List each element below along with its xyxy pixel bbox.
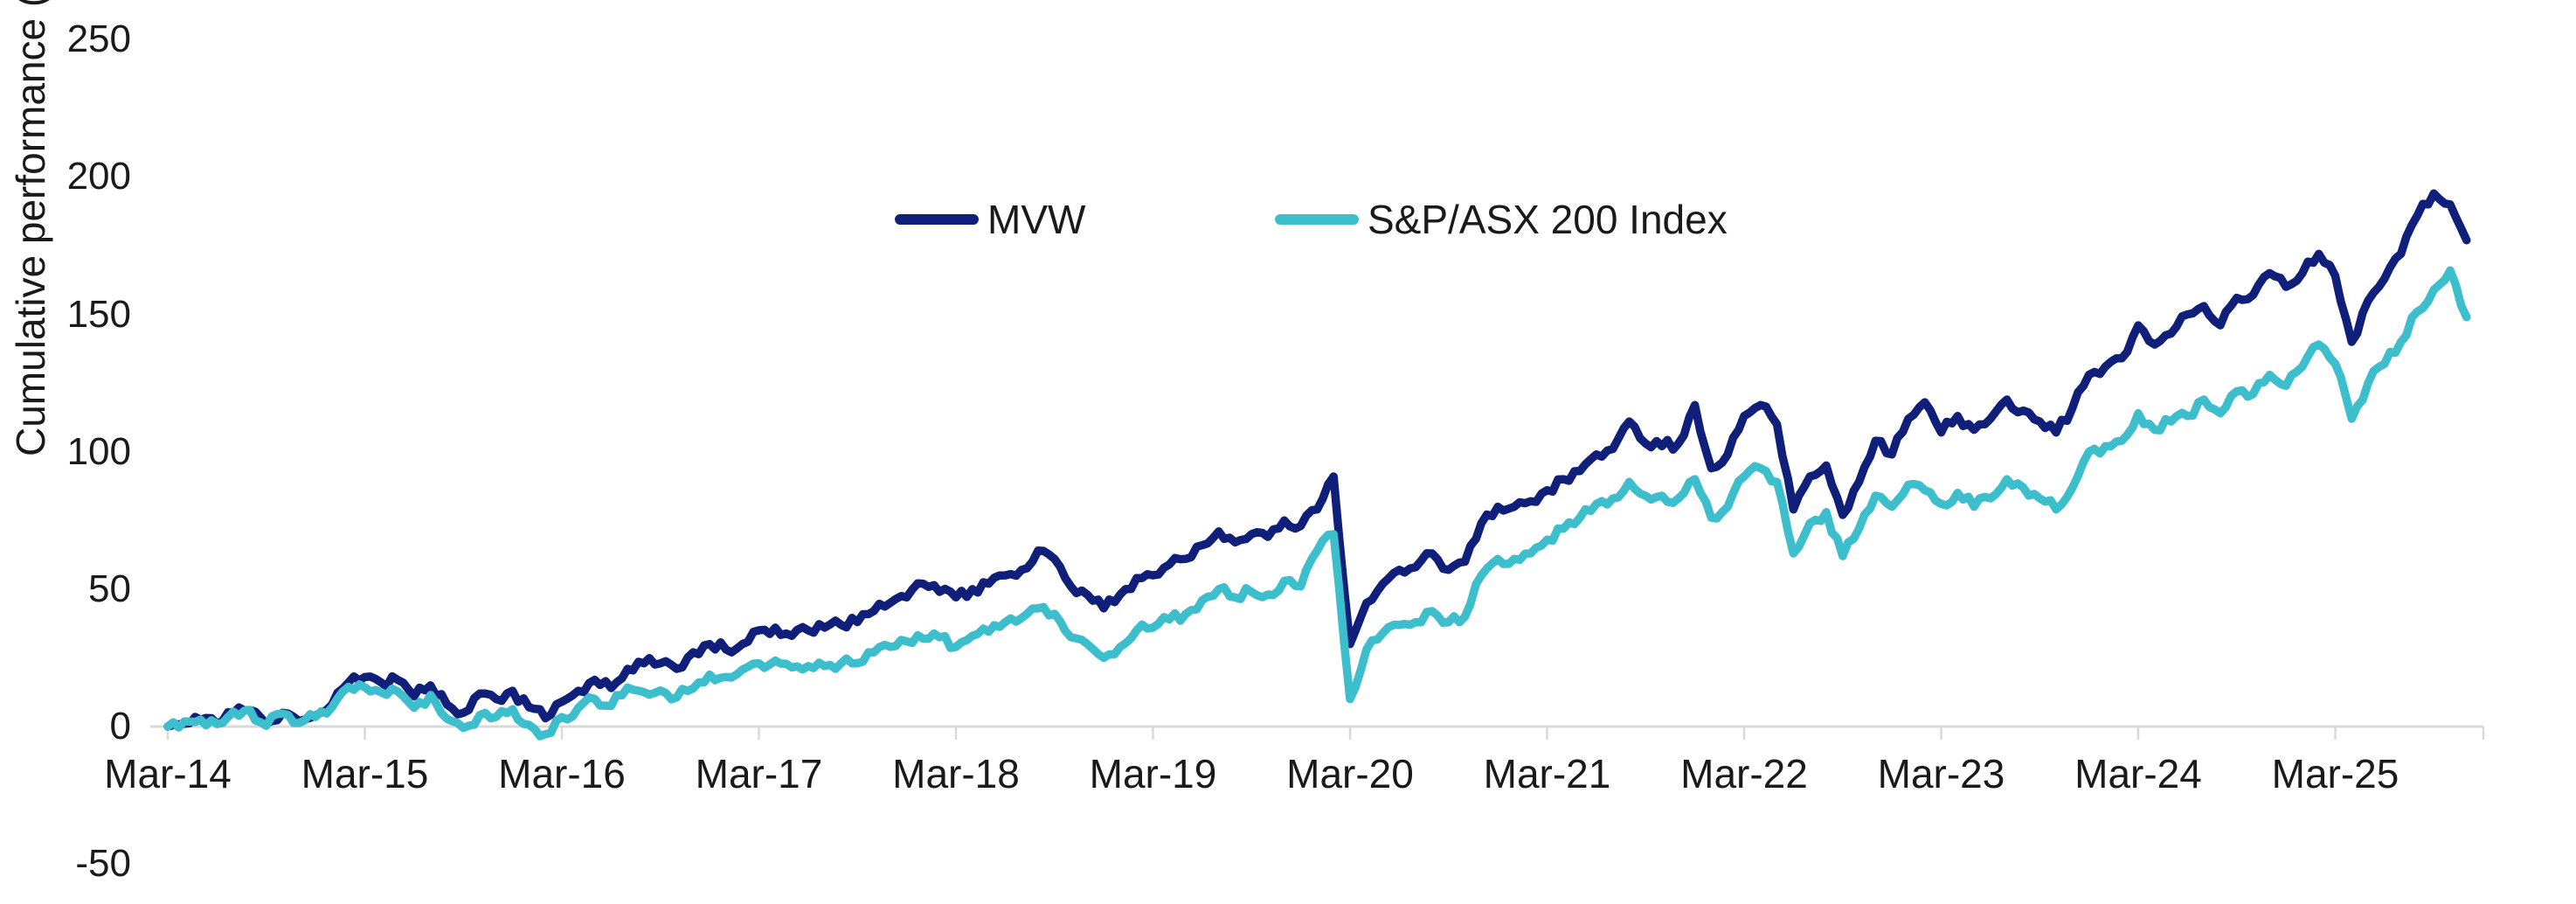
y-tick-label: -50 (75, 842, 131, 886)
y-tick-label: 100 (66, 429, 131, 473)
y-tick-label: 250 (66, 17, 131, 61)
y-tick-label: 0 (109, 705, 131, 748)
x-tick-label: Mar-19 (1089, 751, 1217, 796)
x-tick-label: Mar-23 (1877, 751, 2005, 796)
y-tick-label: 200 (66, 155, 131, 198)
x-tick-label: Mar-16 (498, 751, 626, 796)
x-tick-label: Mar-18 (892, 751, 1020, 796)
y-tick-label: 50 (88, 567, 131, 610)
x-tick-label: Mar-24 (2074, 751, 2202, 796)
series-line-mvw (163, 189, 2471, 731)
x-tick-label: Mar-20 (1286, 751, 1414, 796)
x-tick-label: Mar-14 (104, 751, 232, 796)
y-tick-label: 150 (66, 292, 131, 336)
x-tick-label: Mar-21 (1483, 751, 1611, 796)
x-tick-label: Mar-17 (695, 751, 823, 796)
x-tick-label: Mar-22 (1680, 751, 1808, 796)
series-line-asx (163, 266, 2471, 741)
x-tick-label: Mar-25 (2271, 751, 2399, 796)
x-tick-label: Mar-15 (301, 751, 429, 796)
